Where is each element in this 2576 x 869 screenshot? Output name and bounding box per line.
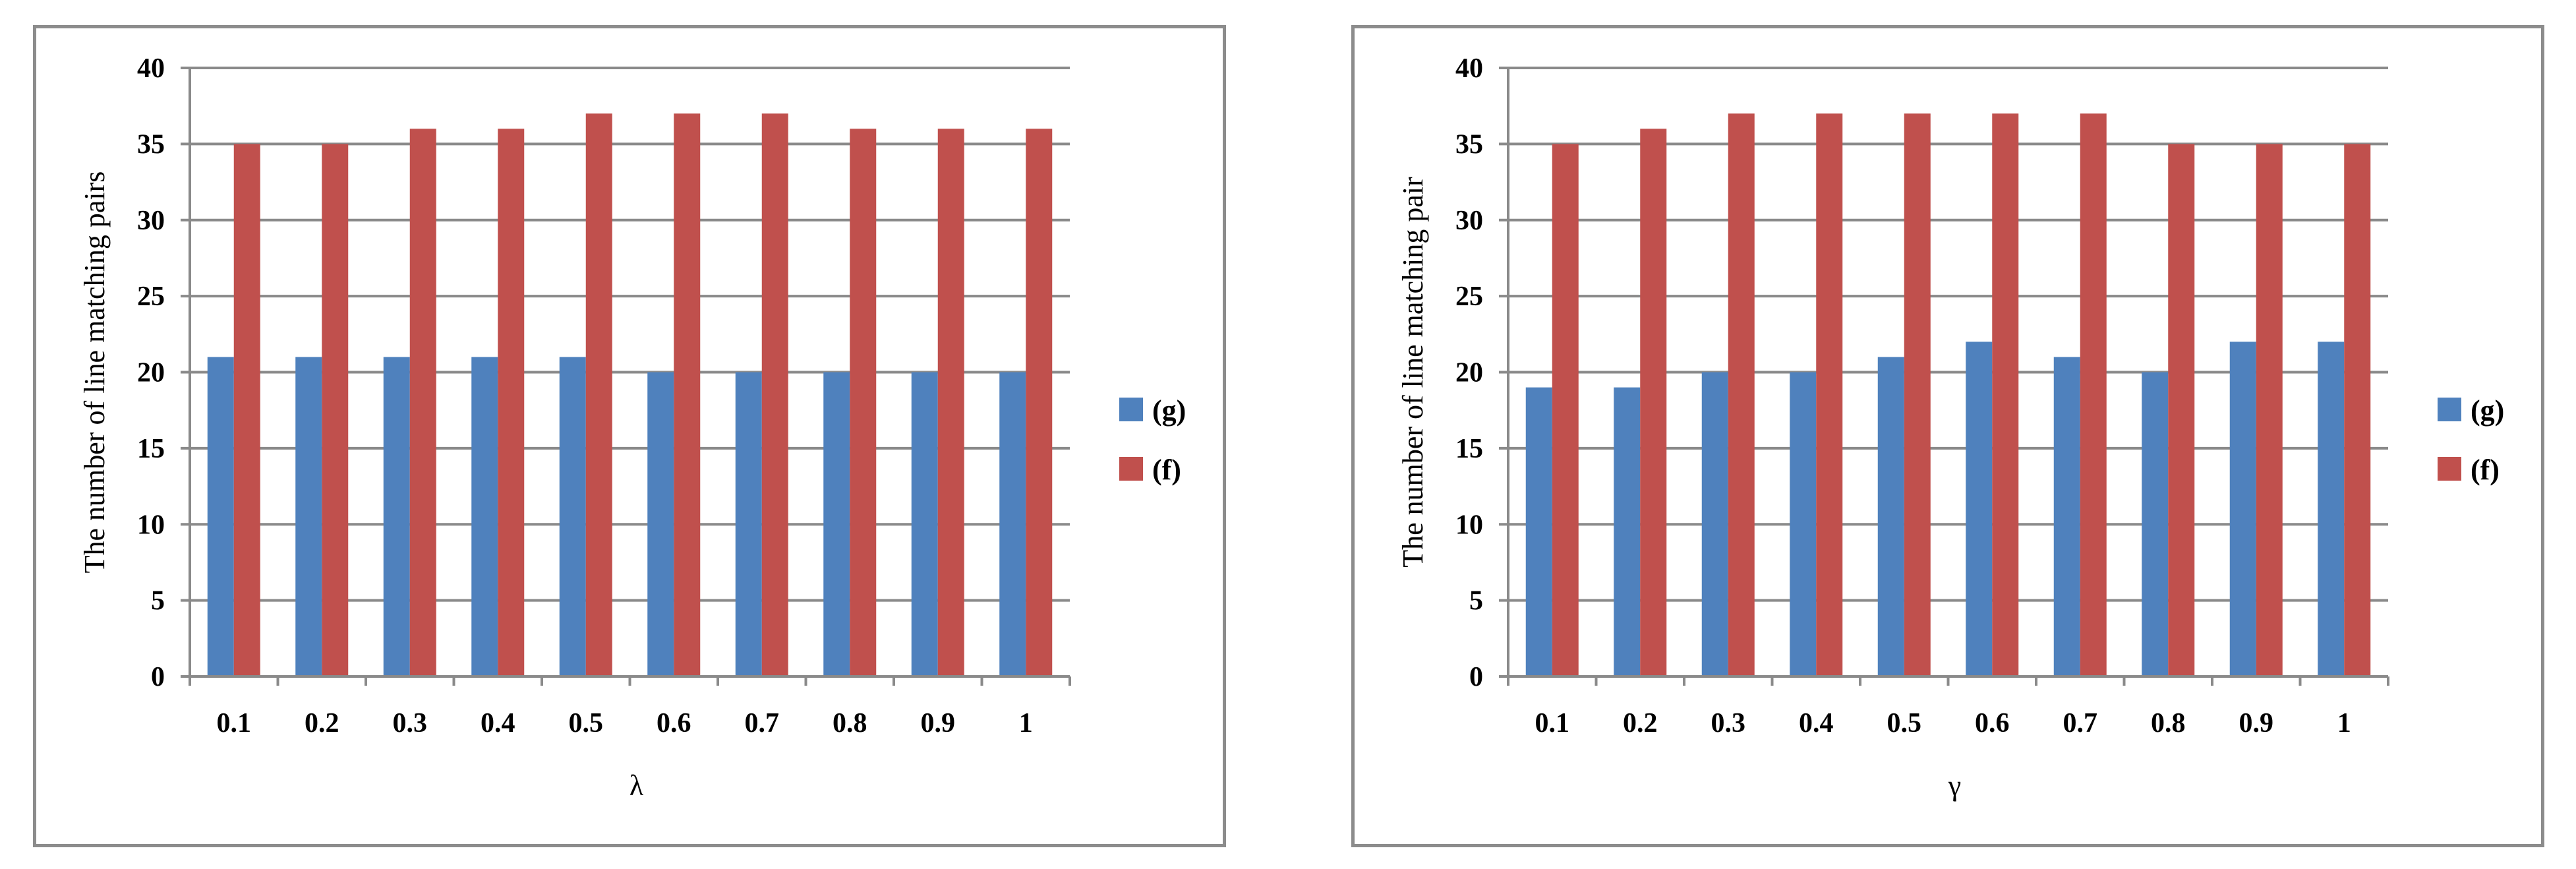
bar-g [295,357,322,676]
bar-g [1790,372,1817,676]
y-tick-label: 0 [151,662,165,692]
y-tick-label: 30 [137,206,165,236]
bar-f [674,113,701,677]
bar-g [1614,387,1641,676]
x-tick-label: 0.9 [921,708,956,738]
bar-g [383,357,410,676]
legend-swatch-f [1119,457,1143,481]
bar-f [1728,113,1755,677]
legend-label-f: (f) [2471,454,2500,486]
y-axis-label: The number of line matching pairs [78,171,111,574]
bar-f [1552,144,1579,676]
bar-f [409,129,436,677]
bar-g [2318,342,2345,676]
legend-swatch-g [1119,398,1143,421]
y-tick-label: 25 [137,282,165,312]
bar-f [322,144,349,676]
y-tick-label: 40 [1455,53,1483,84]
x-tick-label: 0.7 [2063,708,2098,738]
bar-f [1904,113,1931,677]
x-axis-label: γ [1948,769,1961,802]
y-tick-label: 25 [1455,282,1483,312]
bar-g [559,357,586,676]
x-tick-label: 0.1 [217,708,252,738]
y-tick-label: 30 [1455,206,1483,236]
bar-f [1816,113,1843,677]
bar-g [1701,372,1728,676]
x-tick-label: 0.2 [1623,708,1658,738]
bar-g [2229,342,2256,676]
bar-g [823,372,850,676]
bar-f [1640,129,1667,677]
bar-f [1992,113,2019,677]
bar-g [1966,342,1993,676]
chart-gamma-svg: 0 5 10 15 20 25 30 35 40 0.1 0.2 0.3 0.4 0.5 0.6 0.7 0.8… [1397,53,2504,802]
bar-g [735,372,762,676]
legend-label-f: (f) [1152,454,1181,486]
bar-g [911,372,938,676]
chart-gamma: 0 5 10 15 20 25 30 35 40 0.1 0.2 0.3 0.4 0.5 0.6 0.7 0.8… [1351,25,2544,847]
x-tick-label: 1 [2337,708,2351,738]
bar-g [999,372,1026,676]
x-tick-label: 0.8 [833,708,867,738]
bar-f [2168,144,2195,676]
bar-g [2142,372,2169,676]
bar-f [761,113,788,677]
bar-g [207,357,234,676]
y-tick-label: 35 [137,129,165,160]
y-tick-label: 40 [137,53,165,84]
x-tick-label: 0.3 [393,708,428,738]
x-tick-label: 0.3 [1711,708,1746,738]
bar-f [233,144,260,676]
x-tick-label: 1 [1019,708,1033,738]
y-tick-label: 10 [137,510,165,540]
x-tick-label: 0.9 [2239,708,2274,738]
y-tick-label: 5 [151,586,165,616]
legend-label-g: (g) [1152,394,1186,427]
y-tick-label: 20 [137,358,165,388]
bar-g [647,372,674,676]
x-tick-label: 0.6 [657,708,691,738]
chart-lambda-svg: 0 5 10 15 20 25 30 35 40 0.1 0.2 0.3 0.4 0.5 0.6 0.7 0.8… [78,53,1186,802]
y-tick-label: 20 [1455,358,1483,388]
legend-swatch-f [2438,457,2461,481]
x-tick-label: 0.7 [745,708,780,738]
bar-f [585,113,612,677]
chart-lambda: 0 5 10 15 20 25 30 35 40 0.1 0.2 0.3 0.4 0.5 0.6 0.7 0.8… [33,25,1226,847]
y-tick-label: 15 [137,434,165,464]
bar-g [1877,357,1904,676]
bar-g [2053,357,2080,676]
legend-label-g: (g) [2471,394,2504,427]
x-tick-label: 0.5 [569,708,604,738]
x-tick-label: 0.2 [305,708,339,738]
y-tick-label: 10 [1455,510,1483,540]
x-tick-label: 0.4 [481,708,515,738]
bar-f [498,129,525,677]
bar-f [2256,144,2283,676]
x-tick-label: 0.8 [2151,708,2186,738]
y-tick-label: 5 [1469,586,1483,616]
x-tick-label: 0.6 [1975,708,2010,738]
x-tick-label: 0.1 [1535,708,1570,738]
x-tick-label: 0.4 [1799,708,1834,738]
y-tick-label: 35 [1455,129,1483,160]
x-tick-label: 0.5 [1887,708,1922,738]
bar-f [850,129,877,677]
bar-f [2080,113,2107,677]
y-tick-label: 15 [1455,434,1483,464]
bar-g [471,357,498,676]
bar-f [1026,129,1053,677]
legend-swatch-g [2438,398,2461,421]
x-axis-label: λ [629,769,644,802]
bar-f [937,129,964,677]
y-tick-label: 0 [1469,662,1483,692]
bar-f [2344,144,2371,676]
y-axis-label: The number of line matching pair [1397,177,1429,568]
bar-g [1525,387,1552,676]
